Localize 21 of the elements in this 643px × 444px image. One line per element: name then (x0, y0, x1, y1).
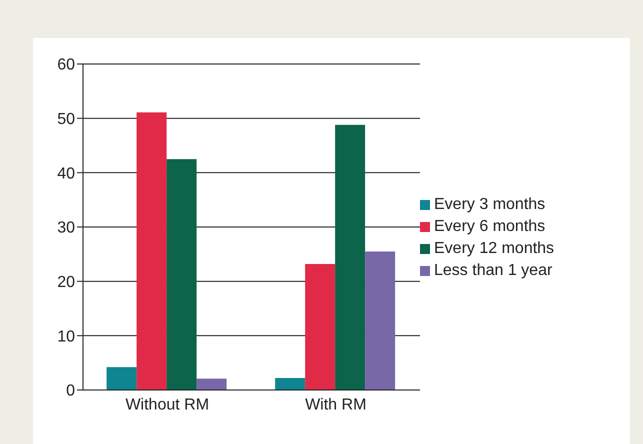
legend-label: Every 3 months (434, 196, 546, 213)
bar (136, 112, 167, 390)
bar (196, 378, 227, 390)
y-tick-label: 0 (66, 382, 76, 400)
y-tick-label: 10 (57, 328, 76, 346)
bar (305, 264, 336, 390)
bar (275, 378, 306, 390)
y-tick-label: 60 (57, 56, 76, 74)
y-tick-label: 40 (57, 165, 76, 182)
y-tick-label: 20 (57, 274, 76, 292)
legend-label: Every 6 months (434, 218, 546, 235)
legend-label: Less than 1 year (434, 262, 552, 279)
bar (365, 251, 396, 390)
legend-label: Every 12 months (434, 240, 554, 257)
bar (106, 367, 137, 390)
bar (335, 124, 366, 390)
x-tick-label: With RM (305, 396, 366, 414)
y-tick-label: 50 (57, 111, 76, 128)
y-tick-label: 30 (57, 220, 76, 237)
bar (166, 159, 197, 390)
x-tick-label: Without RM (125, 396, 210, 414)
